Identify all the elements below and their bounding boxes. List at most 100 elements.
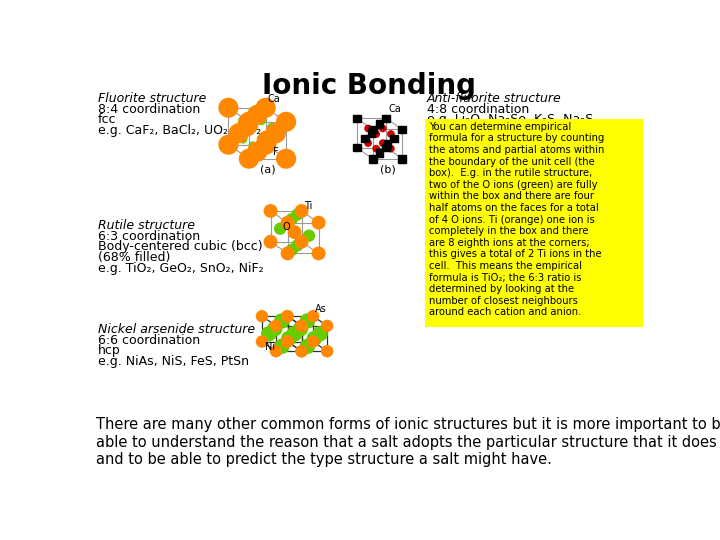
Text: O: O: [282, 222, 290, 232]
Text: (a): (a): [260, 165, 275, 174]
Circle shape: [274, 313, 289, 329]
Circle shape: [261, 326, 276, 341]
Circle shape: [256, 310, 268, 322]
Bar: [369, 155, 377, 163]
Circle shape: [282, 310, 294, 322]
Text: hcp: hcp: [98, 345, 120, 357]
Circle shape: [276, 148, 296, 168]
Circle shape: [239, 148, 259, 168]
Circle shape: [256, 134, 276, 154]
Text: You can determine empirical
formula for a structure by counting
the atoms and pa: You can determine empirical formula for …: [428, 122, 604, 318]
Circle shape: [292, 321, 308, 336]
Circle shape: [267, 123, 276, 132]
Circle shape: [307, 335, 319, 348]
Text: e.g. CaF₂, BaCl₂, UO₂, SrF₂: e.g. CaF₂, BaCl₂, UO₂, SrF₂: [98, 124, 261, 137]
Text: Rutile structure: Rutile structure: [98, 219, 194, 232]
Circle shape: [295, 320, 307, 332]
Text: 6:6 coordination: 6:6 coordination: [98, 334, 200, 347]
Circle shape: [295, 345, 307, 357]
Text: Ca: Ca: [268, 93, 281, 104]
Bar: [367, 129, 375, 137]
Circle shape: [282, 310, 294, 322]
Circle shape: [364, 139, 372, 147]
Text: Ti: Ti: [304, 201, 312, 211]
Circle shape: [291, 208, 304, 221]
Circle shape: [264, 204, 277, 218]
Circle shape: [312, 326, 328, 341]
Text: Ca: Ca: [389, 104, 401, 114]
Circle shape: [264, 235, 277, 249]
Circle shape: [274, 339, 289, 354]
Bar: [353, 114, 361, 122]
Circle shape: [307, 310, 319, 322]
Circle shape: [372, 145, 380, 152]
Circle shape: [270, 320, 282, 332]
Bar: [384, 140, 392, 148]
Text: Ni: Ni: [265, 342, 275, 352]
Circle shape: [248, 141, 258, 151]
Circle shape: [291, 239, 304, 252]
Circle shape: [321, 345, 333, 357]
Circle shape: [270, 345, 282, 357]
Circle shape: [281, 247, 294, 260]
Circle shape: [312, 247, 325, 260]
Circle shape: [257, 116, 266, 125]
Circle shape: [307, 331, 322, 346]
Text: 8:4 coordination: 8:4 coordination: [98, 103, 200, 116]
Bar: [353, 144, 361, 152]
Circle shape: [228, 123, 248, 143]
Circle shape: [387, 145, 395, 152]
Text: e.g. Li₂O, Na₂Se, K₂S, Na₂S: e.g. Li₂O, Na₂Se, K₂S, Na₂S: [427, 113, 593, 126]
Circle shape: [379, 125, 387, 132]
Circle shape: [238, 134, 248, 144]
Bar: [369, 126, 377, 133]
Text: Anti-fluorite structure: Anti-fluorite structure: [427, 92, 562, 105]
Circle shape: [238, 116, 248, 125]
Circle shape: [287, 225, 302, 239]
Text: (b): (b): [379, 165, 395, 174]
Text: As: As: [315, 305, 326, 314]
Circle shape: [372, 130, 380, 138]
Circle shape: [300, 339, 315, 354]
Circle shape: [295, 345, 307, 357]
Circle shape: [267, 141, 276, 151]
Circle shape: [274, 222, 287, 235]
Bar: [425, 119, 644, 327]
Text: Nickel arsenide structure: Nickel arsenide structure: [98, 323, 255, 336]
Circle shape: [281, 215, 294, 230]
Circle shape: [364, 125, 372, 132]
Text: Fluorite structure: Fluorite structure: [98, 92, 206, 105]
Text: 6:3 coordination: 6:3 coordination: [98, 230, 200, 242]
Circle shape: [266, 123, 286, 143]
Circle shape: [282, 335, 294, 348]
Text: 4:8 coordination: 4:8 coordination: [427, 103, 529, 116]
Circle shape: [239, 112, 259, 132]
Bar: [382, 114, 390, 122]
Text: fcc: fcc: [98, 113, 116, 126]
Circle shape: [237, 116, 257, 136]
Circle shape: [287, 326, 302, 341]
Circle shape: [294, 235, 309, 249]
Circle shape: [286, 244, 298, 256]
Circle shape: [300, 313, 315, 329]
Bar: [398, 126, 406, 133]
Circle shape: [287, 326, 302, 341]
Circle shape: [267, 321, 282, 336]
Circle shape: [218, 134, 238, 154]
Bar: [376, 120, 383, 128]
Bar: [382, 144, 390, 152]
Circle shape: [258, 130, 277, 150]
Circle shape: [247, 105, 267, 125]
Text: Ionic Bonding: Ionic Bonding: [262, 72, 476, 100]
Text: e.g. NiAs, NiS, FeS, PtSn: e.g. NiAs, NiS, FeS, PtSn: [98, 355, 248, 368]
Circle shape: [256, 335, 268, 348]
Circle shape: [257, 134, 266, 144]
Text: There are many other common forms of ionic structures but it is more important t: There are many other common forms of ion…: [96, 417, 720, 467]
Circle shape: [247, 141, 267, 161]
Text: e.g. TiO₂, GeO₂, SnO₂, NiF₂: e.g. TiO₂, GeO₂, SnO₂, NiF₂: [98, 262, 264, 275]
Text: F: F: [273, 147, 279, 157]
Circle shape: [218, 98, 238, 118]
Circle shape: [282, 335, 294, 348]
Bar: [398, 155, 406, 163]
Text: (68% filled): (68% filled): [98, 251, 170, 264]
